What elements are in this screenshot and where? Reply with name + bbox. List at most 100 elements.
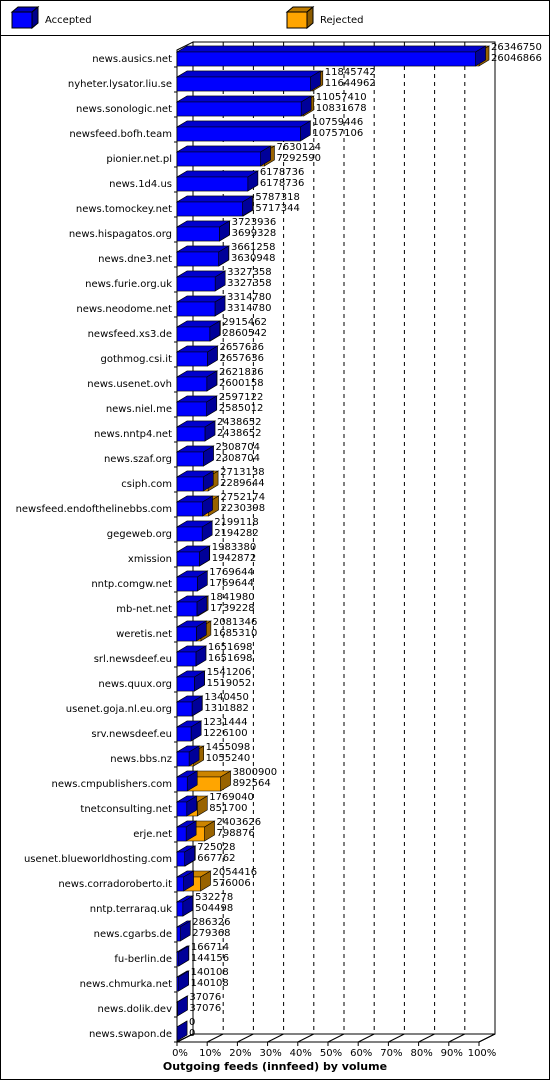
bar [175,45,487,67]
y-tick-label: xmission [128,554,172,565]
y-tick-label: srl.newsdeef.eu [94,654,172,665]
bar-face [176,251,219,267]
bar-face [176,426,206,442]
bar [175,720,203,742]
value-label: 7630124 [276,142,321,153]
value-label: 3314780 [227,303,272,314]
bar [175,545,211,567]
bar-face [176,976,179,992]
bar [175,470,215,492]
legend-swatch-side [31,5,39,30]
value-label: 2230398 [221,503,266,514]
value-label: 798876 [217,828,255,839]
value-label: 851700 [209,803,247,814]
bar [176,1020,188,1042]
y-tick-label: news.nntp4.net [94,429,172,440]
y-tick-label: gothmog.csi.it [101,354,173,365]
value-label: 140108 [191,967,229,978]
value-label: 3661258 [231,242,276,253]
bar-face [176,451,204,467]
value-label: 504498 [195,903,233,914]
value-label: 3800900 [233,767,278,778]
x-tick-label: 30% [259,1048,281,1059]
y-tick-label: news.ausics.net [92,54,172,65]
bar-face [176,351,208,367]
bar [175,195,254,217]
value-label: 2621836 [219,367,264,378]
y-tick-label: gegeweb.org [107,529,172,540]
value-label: 2308704 [215,453,260,464]
value-label: 1841980 [210,592,255,603]
value-label: 1455098 [206,742,251,753]
value-label: 0 [189,1028,195,1039]
bar-face [176,576,198,592]
y-tick-label: usenet.blueworldhosting.com [24,854,172,865]
bar-face [176,701,193,717]
value-label: 2752174 [221,492,266,503]
bar [175,845,196,867]
legend-label: Accepted [45,15,92,26]
value-label: 2860542 [222,328,267,339]
value-label: 11057410 [316,92,367,103]
bar [175,120,312,142]
value-label: 2403626 [217,817,262,828]
legend-label: Rejected [320,15,364,26]
bar [175,945,190,967]
bar-face [176,276,216,292]
value-label: 11644962 [325,78,376,89]
value-label: 10757106 [312,128,363,139]
y-tick-label: news.furie.org.uk [85,279,172,290]
x-tick-label: 20% [229,1048,251,1059]
x-tick-label: 100% [468,1048,497,1059]
bar [175,245,230,267]
value-label: 2915462 [222,317,267,328]
x-tick-label: 0% [172,1048,188,1059]
value-label: 576006 [213,878,251,889]
value-label: 1983380 [212,542,257,553]
bar-face [176,176,249,192]
value-label: 892564 [233,778,271,789]
value-label: 3327358 [227,267,272,278]
y-tick-label: nntp.terraraq.uk [90,904,172,915]
bar-face [176,376,208,392]
bar [175,370,218,392]
y-tick-label: pionier.net.pl [106,154,172,165]
bar-face [176,801,188,817]
value-label: 2289644 [220,478,265,489]
bar [175,870,195,892]
value-label: 1769644 [209,567,254,578]
y-tick-label: nyheter.lysator.liu.se [68,79,172,90]
value-label: 5717344 [255,203,300,214]
value-label: 1942872 [212,553,257,564]
bar [175,670,206,692]
x-tick [176,1033,194,1043]
x-tick [327,1033,345,1043]
bar-face [176,826,187,842]
value-label: 286326 [192,917,230,928]
bar [175,620,208,642]
bar [175,595,209,617]
y-tick-label: news.chmurka.net [80,979,172,990]
bar [175,520,214,542]
bar-face [175,95,313,103]
y-tick-label: news.szaf.org [104,454,172,465]
bar-face [176,726,192,742]
bar-face [176,76,311,92]
bar-face [175,170,259,178]
value-label: 1651698 [208,642,253,653]
x-tick [297,1033,315,1043]
bar [175,270,227,292]
bar [175,220,231,242]
bar-face [176,901,184,917]
value-label: 2308704 [215,442,260,453]
value-label: 532278 [195,892,233,903]
y-tick-label: news.dolik.dev [98,1004,173,1015]
value-label: 2438652 [217,428,262,439]
y-tick-label: weretis.net [116,629,172,640]
bar-face [175,70,322,78]
value-label: 2597122 [219,392,264,403]
y-tick-label: news.1d4.us [109,179,172,190]
legend-swatch-side [306,5,314,30]
value-label: 667762 [197,853,235,864]
bar [175,820,198,842]
